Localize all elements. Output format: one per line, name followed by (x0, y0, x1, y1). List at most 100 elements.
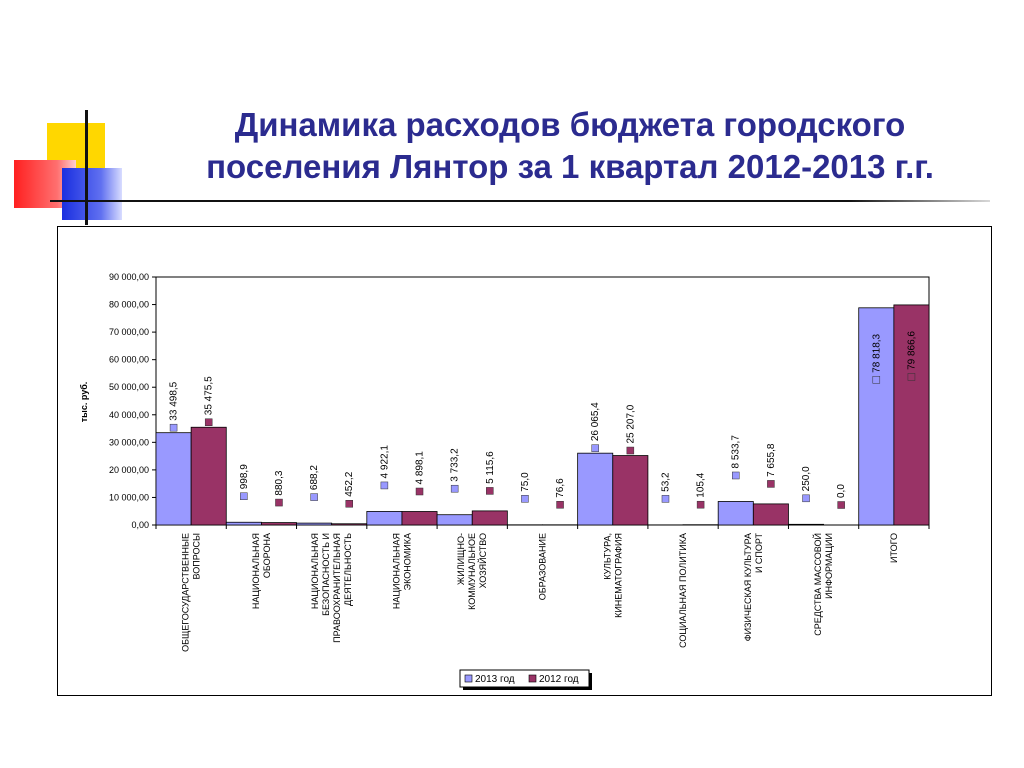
legend-swatch-2012 (528, 674, 537, 683)
x-category-label: ФИЗИЧЕСКАЯ КУЛЬТУРА (743, 533, 753, 641)
y-tick-label: 90 000,00 (109, 272, 149, 282)
data-marker (732, 471, 740, 480)
x-category-label: И СПОРТ (754, 533, 764, 574)
data-label: 76,6 (555, 478, 566, 498)
x-category-label: ОБЩЕГОСУДАРСТВЕННЫЕ (181, 533, 191, 652)
legend: 2013 год 2012 год (459, 669, 592, 690)
bar-2013 (155, 432, 192, 526)
x-category-label: НАЦИОНАЛЬНАЯ (310, 533, 320, 609)
y-tick-label: 40 000,00 (109, 410, 149, 420)
bar-2013 (717, 501, 754, 526)
data-label: 53,2 (660, 472, 671, 492)
chart-frame: 33 498,5 35 475,5 998,9 880,3 688,2 452,2 4 92… (57, 226, 992, 696)
x-category-label: ОБРАЗОВАНИЕ (538, 533, 548, 600)
data-marker (661, 495, 670, 503)
data-marker (626, 446, 635, 455)
bar-2012 (893, 304, 930, 526)
x-category-label: НАЦИОНАЛЬНАЯ (391, 533, 401, 609)
data-marker (240, 492, 248, 500)
data-label: 688,2 (309, 465, 320, 490)
x-category-label: КУЛЬТУРА, (602, 533, 612, 580)
bar-2012 (401, 511, 438, 526)
slide-title-line-1: Динамика расходов бюджета городского (234, 106, 906, 143)
bar-2013 (366, 511, 403, 526)
y-tick-label: 70 000,00 (109, 327, 149, 337)
y-tick-label: 80 000,00 (109, 300, 149, 310)
data-marker (556, 501, 564, 509)
decor-vertical-line (85, 110, 88, 225)
data-label: 33 498,5 (169, 381, 180, 420)
legend-label: 2013 год (475, 674, 515, 685)
data-label: 0,0 (836, 484, 847, 498)
bar-2013 (225, 521, 262, 526)
data-label: 35 475,5 (204, 376, 215, 415)
y-tick-label: 30 000,00 (109, 437, 149, 447)
decor-blue-square (62, 168, 122, 220)
data-label: 26 065,4 (590, 402, 601, 441)
x-category-label: ДЕЯТЕЛЬНОСТЬ (343, 533, 353, 606)
data-marker (802, 494, 810, 503)
data-marker (767, 480, 775, 488)
data-marker (907, 373, 916, 381)
x-category-label: СРЕДСТВА МАССОВОЙ (812, 533, 823, 636)
data-label: 4 922,1 (379, 445, 390, 479)
bar-2012 (471, 510, 508, 526)
bar-2012 (612, 455, 649, 526)
slide-title-line-2: поселения Лянтор за 1 квартал 2012-2013 … (206, 148, 934, 185)
bar-2013 (788, 523, 824, 526)
bar-2012 (331, 523, 368, 526)
data-label: 4 898,1 (415, 451, 426, 485)
x-category-label: ЖИЛИЩНО- (456, 533, 466, 585)
data-marker (380, 481, 389, 490)
data-label: 5 115,6 (485, 451, 496, 484)
legend-box (459, 669, 590, 688)
data-marker (450, 484, 459, 493)
data-label: 3 733,2 (450, 448, 461, 482)
bar-2012 (752, 503, 789, 526)
data-marker (486, 487, 494, 495)
data-marker (591, 444, 599, 452)
x-category-label: ВОПРОСЫ (192, 533, 202, 579)
data-label: 78 818,3 (871, 333, 882, 372)
data-label: 998,9 (239, 464, 250, 489)
x-category-label: КИНЕМАТОГРАФИЯ (613, 533, 623, 618)
x-category-label: СОЦИАЛЬНАЯ ПОЛИТИКА (678, 533, 688, 648)
x-category-label: ХОЗЯЙСТВО (477, 533, 488, 588)
bar-2012 (261, 522, 297, 526)
data-marker (275, 498, 283, 507)
bar-2013 (296, 522, 333, 526)
bar-chart: 33 498,5 35 475,5 998,9 880,3 688,2 452,2 4 92… (79, 272, 930, 690)
y-tick-label: 0,00 (131, 520, 149, 530)
data-label: 75,0 (520, 472, 531, 492)
legend-label: 2012 год (539, 674, 579, 685)
data-label: 8 533,7 (731, 435, 742, 469)
x-category-label: ПРАВООХРАНИТЕЛЬНАЯ (332, 533, 342, 643)
data-marker (345, 500, 353, 508)
x-category-label: ИТОГО (889, 533, 899, 563)
bar-2012 (190, 426, 227, 526)
x-category-label: ЭКОНОМИКА (402, 533, 412, 590)
x-category-label: ОБОРОНА (262, 533, 272, 578)
data-marker (521, 495, 529, 503)
data-label: 105,4 (696, 472, 707, 497)
data-marker (169, 423, 178, 432)
y-tick-label: 20 000,00 (109, 465, 149, 475)
data-marker (310, 493, 318, 501)
x-category-label: БЕЗОПАСНОСТЬ И (321, 533, 331, 616)
data-marker (204, 418, 213, 426)
data-marker (415, 487, 424, 496)
slide-title: Динамика расходов бюджета городского пос… (140, 104, 1000, 188)
data-marker (696, 500, 705, 509)
decor-horizontal-line (50, 200, 990, 202)
bar-2013 (858, 307, 895, 526)
y-tick-label: 60 000,00 (109, 355, 149, 365)
y-axis-title: тыс. руб. (79, 382, 89, 423)
x-category-label: ИНФОРМАЦИИ (824, 533, 834, 599)
data-label: 452,2 (344, 471, 355, 496)
x-category-label: КОММУНАЛЬНОЕ (467, 533, 477, 610)
data-marker (837, 501, 845, 509)
data-label: 79 866,6 (906, 331, 917, 370)
data-marker (872, 376, 881, 384)
bar-2013 (436, 514, 473, 526)
x-category-label: НАЦИОНАЛЬНАЯ (251, 533, 261, 609)
